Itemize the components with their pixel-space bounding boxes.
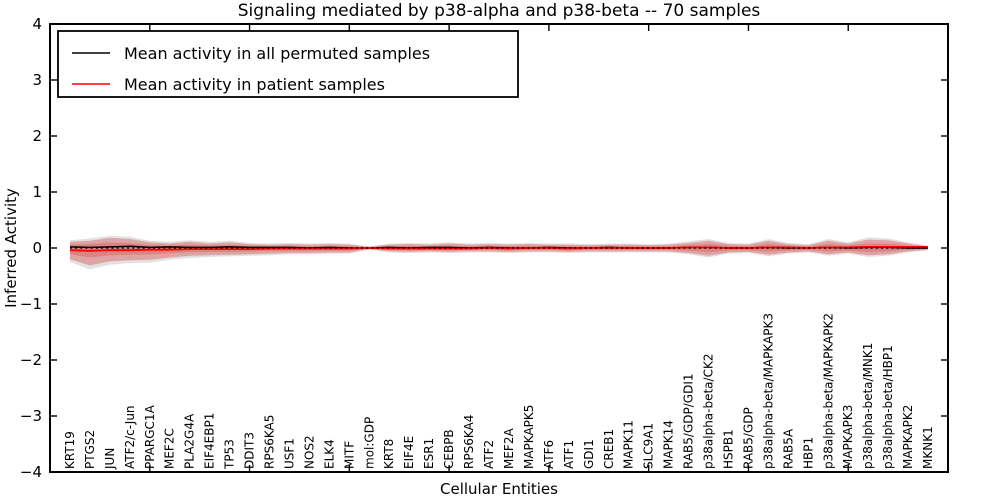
entity-label: PLA2G4A: [183, 413, 197, 469]
entity-label: JUN: [103, 448, 117, 470]
entity-label: MKNK1: [921, 426, 935, 469]
entity-label: PTGS2: [83, 430, 97, 469]
entity-label: RPS6KA4: [462, 415, 476, 469]
entity-label: RPS6KA5: [262, 415, 276, 469]
entity-label: MAPKAPK5: [522, 405, 536, 469]
entity-label: p38alpha-beta/CK2: [701, 354, 715, 469]
legend-box: [57, 30, 519, 98]
axis-ticks: 4 3 2 1 0 −1 −2 −3 −4: [20, 15, 949, 481]
entity-label: EIF4E: [402, 436, 416, 469]
entity-label: p38alpha-beta/HBP1: [881, 345, 895, 469]
entity-label: GDI1: [582, 439, 596, 469]
entity-label: CREB1: [602, 429, 616, 469]
entity-label: mol:GDP: [362, 417, 376, 469]
entity-label: SLC9A1: [642, 423, 656, 469]
entity-label: USF1: [282, 438, 296, 469]
entity-label: MEF2A: [502, 428, 516, 469]
entity-label: p38alpha-beta/MAPKAPK3: [761, 313, 775, 469]
y-tick-label: 3: [32, 71, 42, 89]
x-axis-label: Cellular Entities: [440, 480, 558, 498]
entity-label: KRT19: [63, 431, 77, 469]
entity-label: MITF: [342, 441, 356, 469]
entity-label: MAPK14: [662, 420, 676, 469]
entity-label: ATF6: [542, 440, 556, 469]
patient-mean-line: [69, 246, 928, 252]
entity-label: EIF4EBP1: [203, 413, 217, 469]
y-axis-label: Inferred Activity: [2, 188, 20, 308]
entity-label: PPARGC1A: [143, 404, 157, 469]
y-tick-label: −2: [20, 351, 42, 369]
y-tick-label: −1: [20, 295, 42, 313]
entity-label: ESR1: [422, 438, 436, 469]
plot-area: KRT19 PTGS2 JUN ATF2/c-Jun PPARGC1A MEF2C PLA2…: [63, 235, 935, 470]
entity-label: CEBPB: [442, 429, 456, 469]
entity-label: ATF2/c-Jun: [123, 405, 137, 469]
y-tick-label: 2: [32, 127, 42, 145]
entity-label: ATF1: [562, 440, 576, 469]
legend: Mean activity in all permuted samples Me…: [57, 30, 519, 98]
legend-label-permuted: Mean activity in all permuted samples: [124, 44, 430, 63]
y-tick-label: 4: [32, 15, 42, 33]
entity-label: TP53: [223, 439, 237, 470]
entity-label: ATF2: [482, 440, 496, 469]
entity-label: HBP1: [801, 437, 815, 469]
entity-label: MEF2C: [163, 428, 177, 469]
legend-label-patient: Mean activity in patient samples: [124, 75, 385, 94]
patient-std-band: [70, 237, 928, 266]
y-tick-label: 1: [32, 183, 42, 201]
entity-label: p38alpha-beta/MNK1: [861, 343, 875, 469]
entity-label: NOS2: [302, 435, 316, 469]
y-tick-label: −3: [20, 407, 42, 425]
y-tick-label: 0: [32, 239, 42, 257]
entity-label: DDIT3: [243, 432, 257, 469]
entity-label: HSPB1: [721, 429, 735, 469]
y-tick-label: −4: [20, 463, 42, 481]
permuted-std-band: [70, 235, 928, 270]
entity-label: MAPK11: [622, 420, 636, 469]
entity-label: RAB5/GDP: [741, 407, 755, 469]
entity-label: MAPKAPK3: [841, 405, 855, 469]
entity-label: MAPKAPK2: [901, 405, 915, 469]
entity-label: RAB5A: [781, 428, 795, 469]
entity-label: ELK4: [322, 439, 336, 469]
entity-label: KRT8: [382, 439, 396, 469]
chart-title: Signaling mediated by p38-alpha and p38-…: [238, 1, 761, 21]
entity-label: RAB5/GDP/GDI1: [682, 373, 696, 469]
patient-std-band-inner: [70, 242, 928, 258]
entity-label: p38alpha-beta/MAPKAPK2: [821, 313, 835, 469]
